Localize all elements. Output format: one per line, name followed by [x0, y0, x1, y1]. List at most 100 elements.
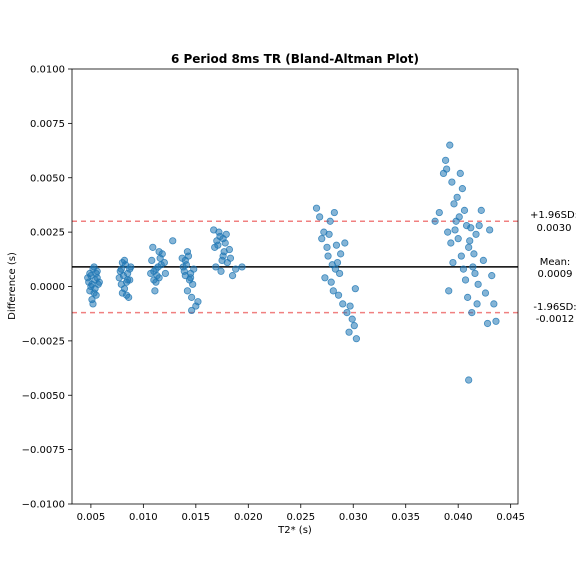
data-point: [116, 275, 122, 281]
data-points: [85, 142, 500, 383]
y-tick-label: −0.0100: [22, 500, 65, 511]
data-point: [486, 227, 492, 233]
x-axis-label: T2* (s): [277, 525, 312, 536]
upper-loa-annotation: +1.96SD: 0.0030: [530, 210, 576, 234]
data-point: [324, 244, 330, 250]
data-point: [335, 292, 341, 298]
y-tick-label: 0.0100: [30, 65, 65, 76]
y-tick-label: −0.0075: [22, 445, 65, 456]
data-point: [213, 264, 219, 270]
data-point: [456, 214, 462, 220]
data-point: [468, 225, 474, 231]
data-point: [480, 257, 486, 263]
data-point: [446, 288, 452, 294]
data-point: [489, 272, 495, 278]
x-tick-label: 0.040: [444, 512, 473, 523]
data-point: [239, 264, 245, 270]
data-point: [436, 209, 442, 215]
data-point: [327, 218, 333, 224]
data-point: [170, 238, 176, 244]
data-point: [149, 257, 155, 263]
mean-label: Mean:: [540, 257, 571, 268]
data-point: [476, 222, 482, 228]
data-point: [337, 251, 343, 257]
data-point: [351, 322, 357, 328]
y-axis-label: Difference (s): [7, 252, 18, 320]
x-tick-label: 0.005: [77, 512, 106, 523]
data-point: [227, 255, 233, 261]
data-point: [336, 270, 342, 276]
data-point: [451, 201, 457, 207]
x-tick-label: 0.030: [339, 512, 368, 523]
data-point: [470, 264, 476, 270]
mean-value: 0.0009: [538, 269, 573, 280]
data-point: [90, 301, 96, 307]
data-point: [220, 235, 226, 241]
data-point: [458, 253, 464, 259]
data-point: [352, 285, 358, 291]
lower-loa-value: -0.0012: [536, 314, 575, 325]
x-tick-label: 0.045: [496, 512, 525, 523]
data-point: [449, 179, 455, 185]
data-point: [182, 272, 188, 278]
data-point: [347, 303, 353, 309]
data-point: [128, 264, 134, 270]
data-point: [471, 251, 477, 257]
data-point: [87, 270, 93, 276]
data-point: [215, 242, 221, 248]
data-point: [185, 253, 191, 259]
data-point: [183, 262, 189, 268]
data-point: [448, 240, 454, 246]
reference-lines: [72, 221, 518, 312]
data-point: [346, 329, 352, 335]
data-point: [328, 279, 334, 285]
data-point: [151, 268, 157, 274]
data-point: [461, 207, 467, 213]
y-tick-label: 0.0025: [30, 228, 65, 239]
data-point: [322, 275, 328, 281]
data-point: [482, 290, 488, 296]
data-point: [162, 270, 168, 276]
data-point: [333, 242, 339, 248]
data-point: [450, 259, 456, 265]
data-point: [118, 266, 124, 272]
data-point: [92, 285, 98, 291]
data-point: [331, 209, 337, 215]
data-point: [475, 281, 481, 287]
data-point: [229, 272, 235, 278]
data-point: [94, 268, 100, 274]
lower-loa-label: -1.96SD:: [533, 302, 576, 313]
data-point: [156, 275, 162, 281]
data-point: [188, 294, 194, 300]
data-point: [454, 194, 460, 200]
data-point: [432, 218, 438, 224]
data-point: [478, 207, 484, 213]
data-point: [96, 279, 102, 285]
data-point: [459, 185, 465, 191]
x-tick-label: 0.010: [129, 512, 158, 523]
data-point: [349, 316, 355, 322]
data-point: [443, 166, 449, 172]
data-point: [472, 270, 478, 276]
data-point: [210, 227, 216, 233]
data-point: [179, 255, 185, 261]
data-point: [491, 301, 497, 307]
data-point: [127, 277, 133, 283]
data-point: [150, 244, 156, 250]
data-point: [353, 336, 359, 342]
data-point: [161, 259, 167, 265]
data-point: [465, 377, 471, 383]
y-tick-label: 0.0075: [30, 119, 65, 130]
data-point: [457, 170, 463, 176]
data-point: [188, 307, 194, 313]
mean-annotation: Mean: 0.0009: [538, 257, 573, 280]
data-point: [152, 288, 158, 294]
data-point: [123, 292, 129, 298]
data-point: [342, 240, 348, 246]
data-point: [124, 270, 130, 276]
upper-loa-value: 0.0030: [537, 223, 572, 234]
data-point: [493, 318, 499, 324]
data-point: [226, 246, 232, 252]
data-point: [330, 288, 336, 294]
data-point: [159, 251, 165, 257]
